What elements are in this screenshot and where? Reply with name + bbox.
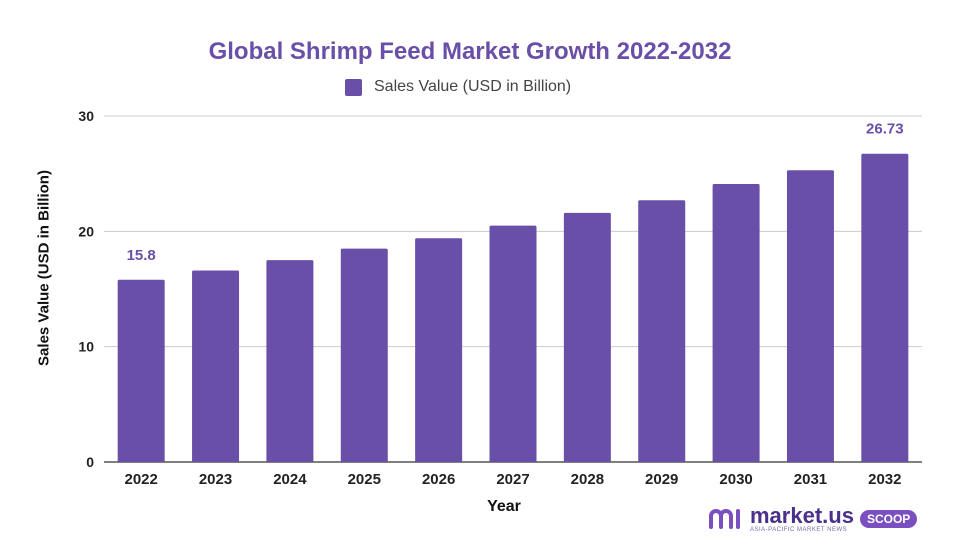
brand-badge: SCOOP <box>859 510 918 528</box>
x-tick-label: 2031 <box>794 471 827 488</box>
chart-title: Global Shrimp Feed Market Growth 2022-20… <box>208 38 732 65</box>
bar <box>192 270 240 462</box>
x-tick-label: 2030 <box>719 471 752 488</box>
x-tick-label: 2023 <box>199 471 232 488</box>
bar <box>563 212 611 462</box>
bar <box>415 238 463 462</box>
brand-name: market.us <box>750 503 854 528</box>
bar <box>266 260 314 462</box>
brand-tagline: ASIA-PACIFIC MARKET NEWS <box>750 527 848 533</box>
bar <box>786 170 834 462</box>
data-label: 15.8 <box>127 247 156 264</box>
legend-label: Sales Value (USD in Billion) <box>374 78 572 95</box>
bar <box>712 184 760 462</box>
bar <box>861 153 909 463</box>
x-tick-label: 2024 <box>273 471 307 488</box>
x-axis-label: Year <box>487 498 521 515</box>
x-tick-label: 2027 <box>496 471 529 488</box>
bar <box>340 248 388 462</box>
x-tick-label: 2028 <box>571 471 604 488</box>
y-tick-label: 10 <box>78 339 94 355</box>
x-tick-label: 2022 <box>124 471 157 488</box>
y-tick-label: 20 <box>78 223 94 239</box>
y-tick-label: 0 <box>86 454 94 470</box>
legend: Sales Value (USD in Billion) <box>345 78 571 96</box>
x-tick-label: 2032 <box>868 471 901 488</box>
market-us-logo-icon <box>709 509 740 529</box>
brand-logo: market.us ASIA-PACIFIC MARKET NEWS SCOOP <box>708 503 918 533</box>
data-label: 26.73 <box>866 121 904 138</box>
x-tick-label: 2026 <box>422 471 455 488</box>
bar <box>117 279 165 462</box>
bar <box>638 200 686 462</box>
legend-swatch <box>345 78 362 96</box>
bar <box>489 225 537 462</box>
y-tick-label: 30 <box>78 108 94 124</box>
x-tick-label: 2025 <box>348 471 381 488</box>
x-tick-label: 2029 <box>645 471 678 488</box>
